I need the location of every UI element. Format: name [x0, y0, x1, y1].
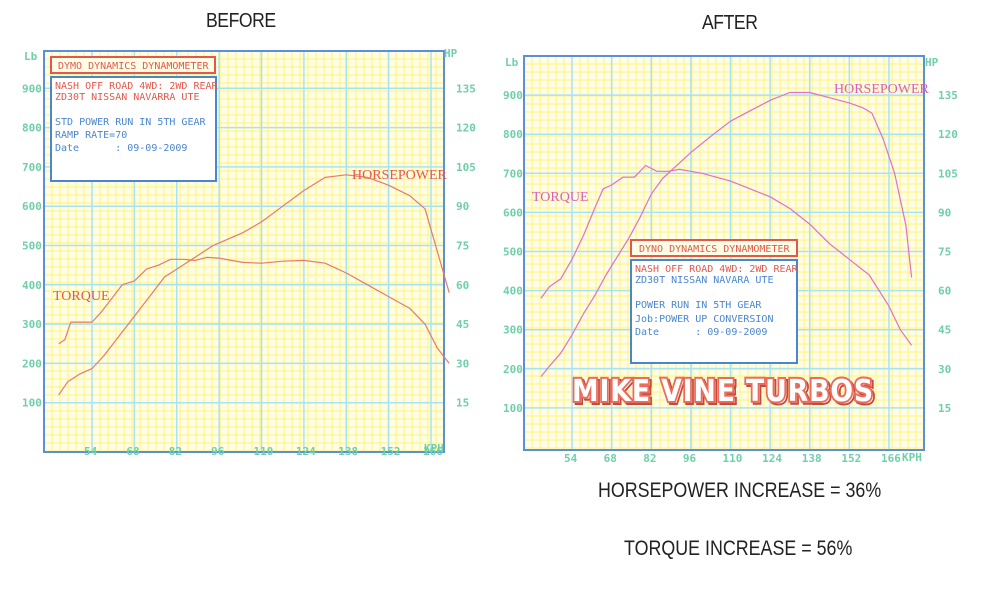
- y2-tick-label: 15: [938, 402, 951, 415]
- y2-tick-label: 60: [456, 279, 469, 292]
- y2-tick-label: 120: [456, 122, 476, 135]
- y2-tick-label: 30: [456, 357, 469, 370]
- after-axis-ticks: 54 68 82 96 110 124 138 152 166 100 200 300 400 500 60…: [503, 89, 958, 465]
- before-axis-ticks: 54 68 82 96 110 124 138 152 166 100 200 300 400 500 60…: [22, 82, 476, 458]
- after-title: AFTER: [702, 12, 758, 34]
- after-horsepower-curve: [540, 91, 913, 377]
- y2-tick-label: 105: [456, 161, 476, 174]
- after-chart: 54 68 82 96 110 124 138 152 166 100 200 300 400 500 60…: [503, 55, 958, 465]
- after-y2-axis-unit: HP: [925, 56, 939, 69]
- before-info-line5: Date : 09-09-2009: [55, 143, 187, 154]
- before-title: BEFORE: [206, 10, 276, 32]
- y-tick-label: 900: [22, 82, 42, 95]
- x-tick-label: 166: [423, 445, 443, 458]
- after-plot-frame: [523, 55, 925, 451]
- y-tick-label: 200: [503, 363, 523, 376]
- x-tick-label: 166: [881, 452, 901, 465]
- y2-tick-label: 105: [938, 167, 958, 180]
- y2-tick-label: 135: [938, 89, 958, 102]
- y-tick-label: 500: [503, 246, 523, 259]
- after-curves: [540, 91, 913, 377]
- before-horsepower-curve: [58, 174, 450, 396]
- y-tick-label: 300: [503, 324, 523, 337]
- x-tick-label: 110: [722, 452, 742, 465]
- y2-tick-label: 120: [938, 128, 958, 141]
- x-tick-label: 152: [841, 452, 861, 465]
- after-info-line1: NASH OFF ROAD 4WD: 2WD REAR: [635, 264, 799, 275]
- torque-increase-text: TORQUE INCREASE = 56%: [624, 537, 853, 560]
- before-info-header: DYMO DYNAMICS DYNAMOMETER: [58, 61, 209, 72]
- y2-tick-label: 45: [938, 324, 951, 337]
- y2-tick-label: 15: [456, 397, 469, 410]
- x-tick-label: 68: [126, 445, 139, 458]
- before-info-box: [50, 76, 217, 182]
- after-info-line3: POWER RUN IN 5TH GEAR: [635, 300, 762, 311]
- after-info-line5: Date : 09-09-2009: [635, 327, 767, 338]
- after-x-axis-unit: KPH: [902, 451, 922, 464]
- x-tick-label: 138: [802, 452, 822, 465]
- y2-tick-label: 90: [456, 200, 469, 213]
- before-info-line3: STD POWER RUN IN 5TH GEAR: [55, 117, 206, 128]
- x-tick-label: 54: [564, 452, 578, 465]
- before-info-line1: NASH OFF ROAD 4WD: 2WD REAR: [55, 81, 219, 92]
- before-info-header-box: [50, 56, 216, 74]
- x-tick-label: 138: [338, 445, 358, 458]
- y-tick-label: 900: [503, 89, 523, 102]
- y-tick-label: 400: [503, 285, 523, 298]
- after-torque-curve: [540, 164, 913, 346]
- before-plot-frame: [43, 50, 445, 453]
- y-tick-label: 400: [22, 279, 42, 292]
- y-tick-label: 800: [22, 122, 42, 135]
- after-horsepower-label: HORSEPOWER: [834, 82, 930, 97]
- x-tick-label: 152: [381, 445, 401, 458]
- after-info-box: [630, 259, 798, 364]
- before-horsepower-label: HORSEPOWER: [352, 168, 448, 183]
- y2-tick-label: 60: [938, 285, 951, 298]
- x-tick-label: 82: [643, 452, 656, 465]
- x-tick-label: 96: [211, 445, 225, 458]
- before-info-line4: RAMP RATE=70: [55, 130, 127, 141]
- y2-tick-label: 90: [938, 206, 951, 219]
- mike-vine-turbos-logo: MIKE VINE TURBOS: [572, 374, 874, 409]
- before-info-line2: ZD30T NISSAN NAVARRA UTE: [55, 92, 200, 103]
- x-tick-label: 68: [604, 452, 617, 465]
- x-tick-label: 54: [84, 445, 98, 458]
- y2-tick-label: 75: [456, 240, 469, 253]
- after-y-axis-unit: Lb: [505, 56, 519, 69]
- before-torque-curve: [58, 256, 450, 364]
- before-chart: 54 68 82 96 110 124 138 152 166 100 200 300 400 500 60…: [22, 47, 476, 458]
- after-info-line2: ZD30T NISSAN NAVARA UTE: [635, 275, 773, 286]
- y-tick-label: 500: [22, 240, 42, 253]
- after-info-header-box: [630, 239, 798, 257]
- horsepower-increase-text: HORSEPOWER INCREASE = 36%: [598, 479, 882, 502]
- x-tick-label: 124: [762, 452, 782, 465]
- after-info-header: DYNO DYNAMICS DYNAMOMETER: [639, 244, 790, 255]
- before-curves: [58, 174, 450, 396]
- before-torque-label: TORQUE: [53, 289, 110, 304]
- before-y-axis-unit: Lb: [24, 50, 38, 63]
- before-y2-axis-unit: HP: [444, 47, 458, 60]
- y-tick-label: 600: [22, 200, 42, 213]
- x-tick-label: 110: [254, 445, 274, 458]
- before-x-axis-unit: KPH: [424, 442, 444, 455]
- y-tick-label: 100: [503, 402, 523, 415]
- x-tick-label: 124: [296, 445, 316, 458]
- y2-tick-label: 75: [938, 246, 951, 259]
- x-tick-label: 82: [169, 445, 182, 458]
- y-tick-label: 600: [503, 206, 523, 219]
- y-tick-label: 700: [22, 161, 42, 174]
- y-tick-label: 700: [503, 167, 523, 180]
- y-tick-label: 800: [503, 128, 523, 141]
- mike-vine-turbos-logo-shadow: MIKE VINE TURBOS: [574, 376, 876, 411]
- after-torque-label: TORQUE: [532, 190, 589, 205]
- after-info-line4: Job:POWER UP CONVERSION: [635, 314, 773, 325]
- y2-tick-label: 30: [938, 363, 951, 376]
- y2-tick-label: 45: [456, 318, 469, 331]
- y-tick-label: 100: [22, 397, 42, 410]
- y-tick-label: 200: [22, 357, 42, 370]
- y2-tick-label: 135: [456, 82, 476, 95]
- y-tick-label: 300: [22, 318, 42, 331]
- x-tick-label: 96: [683, 452, 697, 465]
